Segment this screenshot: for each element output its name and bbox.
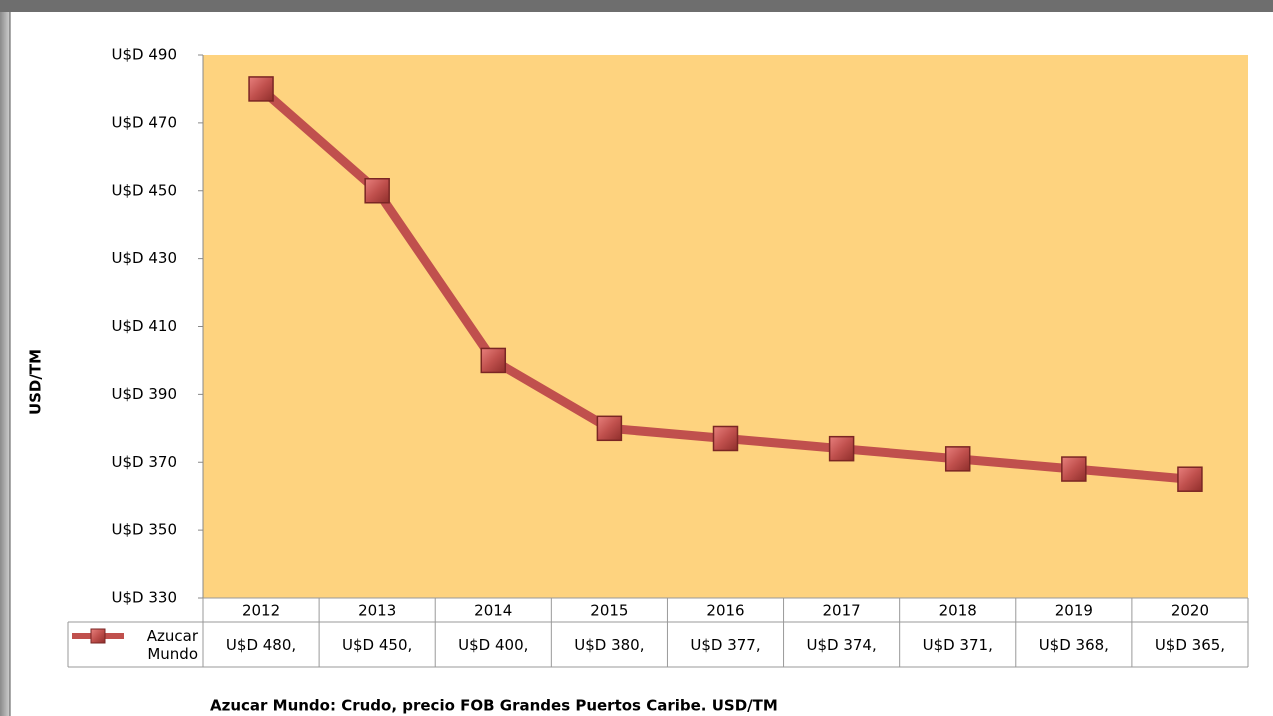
- top-bar: [0, 0, 1273, 12]
- value-label: U$D 368,: [1039, 636, 1109, 654]
- marker: [1061, 456, 1087, 482]
- marker: [828, 435, 855, 462]
- legend-marker: [90, 628, 106, 644]
- y-tick-label: U$D 490: [112, 46, 177, 64]
- y-axis-label: USD/TM: [27, 349, 45, 415]
- x-tick-label: 2016: [706, 602, 744, 620]
- legend-label: Azucar Mundo: [146, 627, 198, 663]
- x-tick-label: 2017: [823, 602, 861, 620]
- y-tick-label: U$D 410: [112, 317, 177, 335]
- x-tick-label: 2012: [242, 602, 280, 620]
- value-label: U$D 450,: [342, 636, 412, 654]
- y-tick-label: U$D 470: [112, 113, 177, 131]
- y-tick-label: U$D 430: [112, 249, 177, 267]
- y-tick-label: U$D 350: [112, 521, 177, 539]
- value-label: U$D 380,: [574, 636, 644, 654]
- y-tick-label: U$D 390: [112, 385, 177, 403]
- y-tick-label: U$D 370: [112, 453, 177, 471]
- marker: [364, 178, 390, 204]
- value-label: U$D 371,: [923, 636, 993, 654]
- value-label: U$D 377,: [690, 636, 760, 654]
- marker: [596, 415, 623, 442]
- side-bar: [0, 12, 10, 716]
- plot-area: [203, 55, 1248, 598]
- value-label: U$D 480,: [226, 636, 296, 654]
- marker: [944, 446, 971, 472]
- marker: [480, 347, 507, 374]
- value-label: U$D 400,: [458, 636, 528, 654]
- x-tick-label: 2019: [1055, 602, 1093, 620]
- x-tick-label: 2013: [358, 602, 396, 620]
- marker: [1177, 466, 1203, 492]
- x-tick-label: 2015: [590, 602, 628, 620]
- x-tick-label: 2018: [939, 602, 977, 620]
- footnote: Azucar Mundo: Crudo, precio FOB Grandes …: [210, 697, 778, 715]
- y-tick-label: U$D 450: [112, 181, 177, 199]
- value-label: U$D 374,: [806, 636, 876, 654]
- marker: [712, 425, 739, 452]
- marker: [248, 76, 274, 102]
- y-tick-label: U$D 330: [112, 589, 177, 607]
- value-label: U$D 365,: [1155, 636, 1225, 654]
- x-tick-label: 2014: [474, 602, 512, 620]
- x-tick-label: 2020: [1171, 602, 1209, 620]
